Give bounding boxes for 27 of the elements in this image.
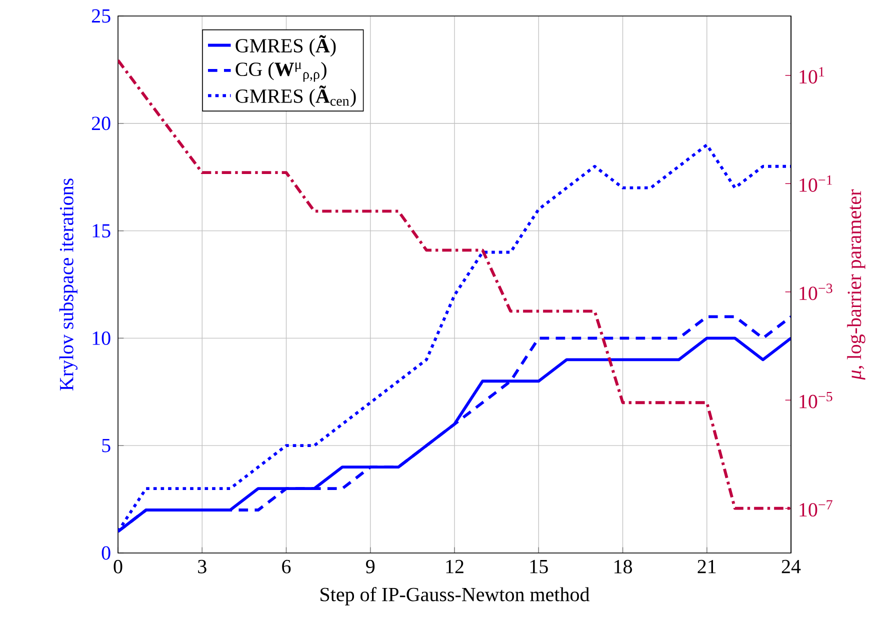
line-series (118, 58, 791, 510)
y-tick-label: 20 (92, 116, 110, 130)
y-tick-label: 0 (102, 546, 110, 560)
x-tick-label: 9 (366, 560, 375, 574)
y2-tick-label: 10$^{−5}$ (800, 392, 832, 408)
x-tick-label: 21 (698, 560, 716, 574)
legend-label: GMRES (Ã) (236, 35, 336, 57)
x-tick-label: 3 (198, 560, 206, 574)
x-tick-label: 15 (530, 560, 548, 574)
x-tick-label: 0 (114, 560, 122, 574)
y-tick-label: 15 (92, 224, 110, 238)
y2-tick-label: 10$^{−3}$ (800, 284, 832, 300)
x-tick-label: 6 (282, 560, 291, 574)
x-tick-label: 18 (614, 560, 632, 574)
y-tick-label: 10 (92, 331, 110, 345)
y2-tick-label: 10$^{1}$ (800, 67, 824, 84)
x-tick-label: 12 (446, 560, 464, 574)
y-tick-label: 5 (102, 438, 110, 452)
y-axis-title: Krylov subspace iterations (59, 178, 78, 391)
legend-label: CG (W$^{μ}$$_{ρ,ρ}$) (236, 62, 326, 82)
x-tick-label: 24 (782, 560, 801, 574)
x-axis-title: Step of IP-Gauss-Newton method (320, 587, 590, 606)
y2-tick-label: 10$^{−7}$ (800, 500, 832, 517)
y2-axis-title: μ, log-barrier parameter (847, 189, 866, 380)
y2-tick-label: 10$^{−1}$ (800, 175, 832, 192)
legend-label: GMRES (Ã$_{cen}$) (236, 86, 356, 107)
y-tick-label: 25 (92, 9, 110, 23)
